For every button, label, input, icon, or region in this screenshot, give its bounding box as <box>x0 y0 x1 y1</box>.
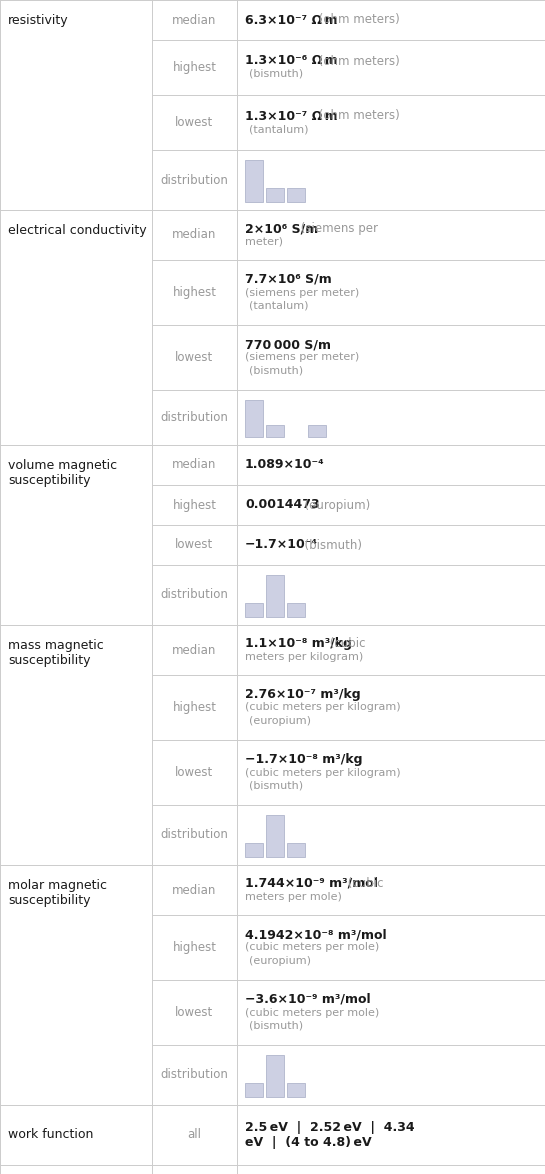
Text: 1.3×10⁻⁶ Ω m: 1.3×10⁻⁶ Ω m <box>245 54 338 67</box>
Bar <box>308 425 326 437</box>
Text: (cubic meters per kilogram): (cubic meters per kilogram) <box>245 702 401 713</box>
Text: (ohm meters): (ohm meters) <box>314 109 399 122</box>
Text: 1.3×10⁻⁷ Ω m: 1.3×10⁻⁷ Ω m <box>245 109 338 122</box>
Text: meters per mole): meters per mole) <box>245 891 342 902</box>
Text: highest: highest <box>173 499 216 512</box>
Text: highest: highest <box>173 286 216 299</box>
Text: 0.0014473: 0.0014473 <box>245 499 319 512</box>
Text: lowest: lowest <box>175 1006 214 1019</box>
Text: 1.089×10⁻⁴: 1.089×10⁻⁴ <box>245 459 325 472</box>
Text: (bismuth): (bismuth) <box>249 1020 303 1031</box>
Text: (ohm meters): (ohm meters) <box>314 13 399 27</box>
Text: (europium): (europium) <box>297 499 371 512</box>
Text: median: median <box>172 13 217 27</box>
Text: distribution: distribution <box>161 588 228 601</box>
Text: (cubic meters per mole): (cubic meters per mole) <box>245 1007 379 1018</box>
Text: (tantalum): (tantalum) <box>249 301 308 310</box>
Bar <box>245 160 263 202</box>
Bar <box>266 425 284 437</box>
Bar <box>266 1055 284 1097</box>
Text: (cubic meters per kilogram): (cubic meters per kilogram) <box>245 768 401 777</box>
Text: meter): meter) <box>245 236 283 247</box>
Text: (cubic: (cubic <box>326 637 366 650</box>
Text: distribution: distribution <box>161 1068 228 1081</box>
Text: 4.1942×10⁻⁸ m³/mol: 4.1942×10⁻⁸ m³/mol <box>245 927 386 942</box>
Bar <box>245 603 263 618</box>
Text: distribution: distribution <box>161 411 228 424</box>
Text: lowest: lowest <box>175 765 214 780</box>
Text: work function: work function <box>8 1128 93 1141</box>
Text: (bismuth): (bismuth) <box>249 365 303 376</box>
Bar <box>287 603 305 618</box>
Text: 2.76×10⁻⁷ m³/kg: 2.76×10⁻⁷ m³/kg <box>245 688 361 701</box>
Text: all: all <box>187 1128 202 1141</box>
Text: (siemens per meter): (siemens per meter) <box>245 352 359 363</box>
Text: 770 000 S/m: 770 000 S/m <box>245 338 331 351</box>
Text: −3.6×10⁻⁹ m³/mol: −3.6×10⁻⁹ m³/mol <box>245 993 371 1006</box>
Text: (bismuth): (bismuth) <box>249 781 303 790</box>
Text: 2.5 eV  |  2.52 eV  |  4.34
eV  |  (4 to 4.8) eV: 2.5 eV | 2.52 eV | 4.34 eV | (4 to 4.8) … <box>245 1121 415 1149</box>
Text: 6.3×10⁻⁷ Ω m: 6.3×10⁻⁷ Ω m <box>245 13 337 27</box>
Bar <box>245 400 263 437</box>
Text: (europium): (europium) <box>249 715 311 726</box>
Text: distribution: distribution <box>161 829 228 842</box>
Text: (bismuth): (bismuth) <box>249 69 303 79</box>
Text: 1.1×10⁻⁸ m³/kg: 1.1×10⁻⁸ m³/kg <box>245 637 352 650</box>
Text: (ohm meters): (ohm meters) <box>314 54 399 67</box>
Text: median: median <box>172 459 217 472</box>
Text: highest: highest <box>173 701 216 714</box>
Bar <box>287 1082 305 1097</box>
Text: lowest: lowest <box>175 116 214 129</box>
Bar <box>287 188 305 202</box>
Text: median: median <box>172 229 217 242</box>
Text: highest: highest <box>173 942 216 954</box>
Text: 7.7×10⁶ S/m: 7.7×10⁶ S/m <box>245 274 332 286</box>
Text: median: median <box>172 884 217 897</box>
Text: −1.7×10⁻⁴: −1.7×10⁻⁴ <box>245 539 318 552</box>
Text: (siemens per meter): (siemens per meter) <box>245 288 359 297</box>
Text: (cubic meters per mole): (cubic meters per mole) <box>245 943 379 952</box>
Text: highest: highest <box>173 61 216 74</box>
Text: (cubic: (cubic <box>343 877 383 890</box>
Text: lowest: lowest <box>175 351 214 364</box>
Bar <box>266 188 284 202</box>
Text: (bismuth): (bismuth) <box>297 539 362 552</box>
Text: resistivity: resistivity <box>8 14 69 27</box>
Text: lowest: lowest <box>175 539 214 552</box>
Text: volume magnetic
susceptibility: volume magnetic susceptibility <box>8 459 117 487</box>
Text: 1.744×10⁻⁹ m³/mol: 1.744×10⁻⁹ m³/mol <box>245 877 378 890</box>
Text: (siemens per: (siemens per <box>297 222 378 235</box>
Text: −1.7×10⁻⁸ m³/kg: −1.7×10⁻⁸ m³/kg <box>245 753 362 765</box>
Text: median: median <box>172 643 217 656</box>
Text: electrical conductivity: electrical conductivity <box>8 224 147 237</box>
Text: 2×10⁶ S/m: 2×10⁶ S/m <box>245 222 318 235</box>
Bar <box>245 843 263 857</box>
Text: meters per kilogram): meters per kilogram) <box>245 652 364 661</box>
Text: (europium): (europium) <box>249 956 311 965</box>
Bar <box>287 843 305 857</box>
Bar <box>245 1082 263 1097</box>
Text: molar magnetic
susceptibility: molar magnetic susceptibility <box>8 879 107 908</box>
Bar <box>266 575 284 618</box>
Text: distribution: distribution <box>161 174 228 187</box>
Text: (tantalum): (tantalum) <box>249 124 308 134</box>
Text: mass magnetic
susceptibility: mass magnetic susceptibility <box>8 639 104 667</box>
Bar <box>266 815 284 857</box>
